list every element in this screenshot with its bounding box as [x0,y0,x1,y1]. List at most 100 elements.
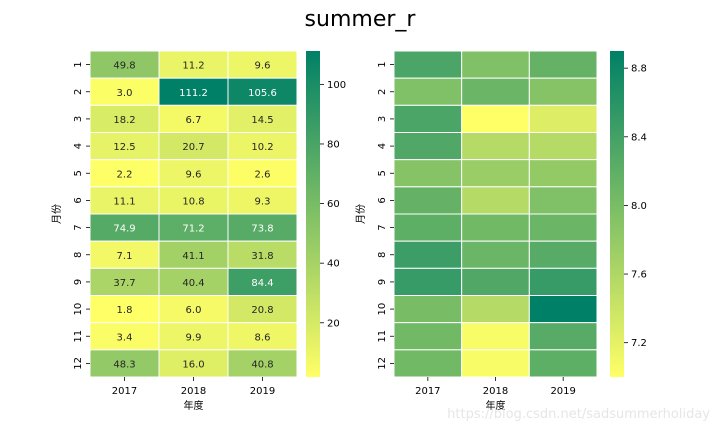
heatmap-cell [461,104,530,134]
cell-label: 40.4 [182,278,204,289]
y-tick-label: 9 [377,279,388,285]
heatmap-cell [393,159,463,188]
heatmap-cell [393,104,463,134]
heatmap-cell [393,186,463,215]
cell-label: 11.2 [182,61,204,72]
y-tick-label: 10 [377,303,388,316]
x-tick-label: 2017 [112,386,137,397]
colorbar-tick-label: 80 [327,139,340,150]
y-tick-label: 12 [377,357,388,370]
cell-label: 31.8 [251,251,273,262]
heatmap-cell [528,132,598,161]
y-tick-label: 5 [377,170,388,176]
cell-label: 74.9 [113,224,135,235]
heatmap-cell [393,50,463,79]
cell-label: 6.7 [186,115,202,126]
x-tick-label: 2017 [415,386,440,397]
heatmap-cell [227,240,298,269]
colorbar-tick-label: 8.0 [631,201,647,212]
heatmap-cell [461,349,530,378]
heatmap-cell [528,349,598,378]
cell-label: 37.7 [113,278,135,289]
y-tick-label: 11 [73,330,84,343]
cell-label: 40.8 [251,359,273,370]
y-axis-label: 月份 [51,204,63,224]
cell-label: 1.8 [117,305,133,316]
colorbar-tick-label: 20 [327,318,340,329]
heatmap-cell [227,213,298,242]
heatmap-cell [393,132,463,161]
heatmap-cell [461,186,530,215]
y-tick-label: 8 [377,252,388,258]
cell-label: 9.6 [255,61,271,72]
heatmap-cell [227,295,298,324]
heatmap-cell [461,159,530,188]
heatmap-cell [461,322,530,351]
cell-label: 2.6 [255,169,271,180]
watermark-text: https://blog.csdn.net/sadsummerholiday [447,407,710,422]
y-tick-label: 6 [73,197,84,203]
heatmap-cell [461,77,530,106]
heatmap-cell [528,213,598,242]
figure-title: summer_r [305,7,417,32]
colorbar-tick-label: 8.4 [631,132,647,143]
heatmap-cell [461,213,530,242]
heatmap-cell [158,213,229,242]
heatmap-cell [393,240,463,269]
y-tick-label: 11 [377,330,388,343]
cell-label: 12.5 [113,142,135,153]
heatmap-cell [528,267,598,297]
heatmap-cell [393,349,463,378]
y-tick-label: 12 [73,357,84,370]
y-tick-label: 8 [73,252,84,258]
colorbar-tick-label: 7.2 [631,338,647,349]
heatmap-cell [528,159,598,188]
y-tick-label: 1 [377,61,388,67]
cell-label: 20.7 [182,142,204,153]
cell-label: 18.2 [113,115,135,126]
cell-label: 71.2 [182,224,204,235]
heatmap-cell [461,240,530,269]
y-tick-label: 2 [73,89,84,95]
y-tick-label: 3 [73,116,84,122]
x-axis-label: 年度 [486,399,506,412]
colorbar-tick-label: 7.6 [631,270,647,281]
cell-label: 9.6 [186,169,202,180]
y-tick-label: 9 [73,279,84,285]
heatmap-cell [158,50,229,79]
y-tick-label: 10 [73,303,84,316]
heatmap-cell [393,267,463,297]
cell-label: 48.3 [113,359,135,370]
y-axis-label: 月份 [355,204,367,224]
y-tick-label: 3 [377,116,388,122]
colorbar-tick-label: 40 [327,259,340,270]
heatmap-cell [158,186,229,215]
cell-label: 10.2 [251,142,273,153]
heatmap-cell [393,295,463,324]
cell-label: 105.6 [248,88,277,99]
colorbar-tick-label: 60 [327,199,340,210]
y-tick-label: 7 [377,224,388,230]
cell-label: 11.1 [113,196,135,207]
y-tick-label: 6 [377,197,388,203]
cell-label: 14.5 [251,115,273,126]
heatmap-cell [461,295,530,324]
cell-label: 8.6 [255,332,271,343]
y-tick-label: 7 [73,224,84,230]
colorbar-tick-label: 100 [327,80,346,91]
colorbar-tick-label: 8.8 [631,64,647,75]
cell-label: 6.0 [186,305,202,316]
heatmap-cell [528,77,598,106]
x-tick-label: 2019 [550,386,575,397]
heatmap-cell [89,213,160,242]
heatmap-cell [528,50,598,79]
cell-label: 9.9 [186,332,202,343]
heatmap-cell [227,349,298,378]
heatmap-cell [227,267,298,297]
heatmap-cell [461,50,530,79]
heatmap-cell [461,267,530,297]
cell-label: 84.4 [251,278,273,289]
cell-label: 9.3 [255,196,271,207]
cell-label: 16.0 [182,359,204,370]
